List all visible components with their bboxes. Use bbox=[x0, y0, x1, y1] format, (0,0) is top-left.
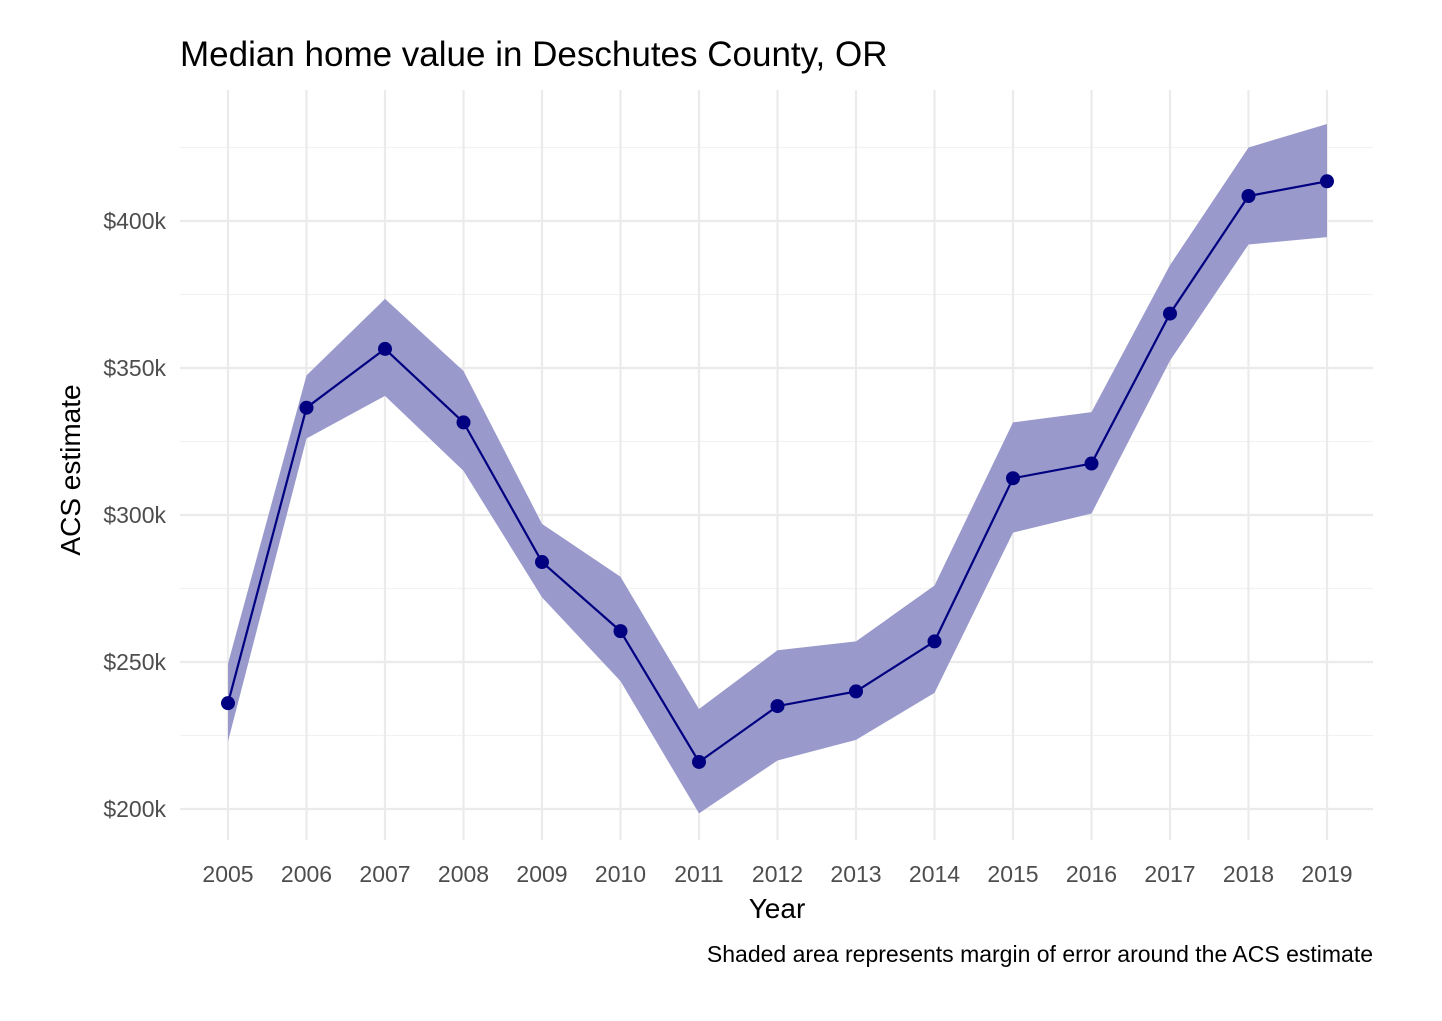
estimate-points bbox=[221, 174, 1334, 769]
x-tick-label: 2015 bbox=[987, 861, 1038, 887]
data-point bbox=[456, 415, 471, 430]
data-point bbox=[692, 754, 706, 769]
data-point bbox=[927, 634, 942, 649]
x-tick-label: 2011 bbox=[674, 861, 723, 887]
y-tick-label: $350k bbox=[103, 355, 166, 381]
x-tick-label: 2016 bbox=[1066, 861, 1117, 887]
x-tick-label: 2005 bbox=[202, 861, 253, 887]
x-tick-label: 2019 bbox=[1301, 861, 1352, 887]
x-tick-label: 2017 bbox=[1144, 861, 1195, 887]
y-tick-label: $250k bbox=[103, 649, 166, 675]
margin-of-error-band bbox=[228, 123, 1327, 814]
data-point bbox=[299, 400, 314, 415]
moe-ribbon bbox=[228, 123, 1327, 814]
data-point bbox=[1320, 174, 1334, 189]
x-tick-label: 2014 bbox=[909, 861, 960, 887]
data-point bbox=[1241, 189, 1256, 204]
chart-caption: Shaded area represents margin of error a… bbox=[707, 941, 1373, 967]
data-point bbox=[535, 555, 549, 570]
x-tick-label: 2018 bbox=[1223, 861, 1274, 887]
x-tick-label: 2006 bbox=[281, 861, 332, 887]
data-point bbox=[221, 696, 235, 711]
data-point bbox=[1084, 456, 1099, 471]
y-axis-title: ACS estimate bbox=[55, 384, 86, 555]
x-tick-label: 2013 bbox=[830, 861, 881, 887]
x-tick-label: 2009 bbox=[516, 861, 567, 887]
y-tick-label: $300k bbox=[103, 502, 166, 528]
x-axis-title: Year bbox=[749, 893, 806, 924]
y-tick-label: $200k bbox=[103, 796, 166, 822]
data-point bbox=[1163, 306, 1177, 321]
data-point bbox=[849, 684, 863, 699]
x-tick-label: 2012 bbox=[752, 861, 803, 887]
x-tick-label: 2010 bbox=[595, 861, 646, 887]
data-point bbox=[1006, 471, 1020, 486]
data-point bbox=[613, 624, 628, 639]
data-point bbox=[378, 341, 392, 356]
chart-title: Median home value in Deschutes County, O… bbox=[180, 35, 888, 74]
y-axis-ticks: $200k $250k $300k $350k $400k bbox=[103, 208, 166, 822]
x-tick-label: 2008 bbox=[438, 861, 489, 887]
x-tick-label: 2007 bbox=[359, 861, 410, 887]
y-tick-label: $400k bbox=[103, 208, 166, 234]
data-point bbox=[770, 699, 785, 714]
x-axis-ticks: 2005 2006 2007 2008 2009 2010 2011 2012 2013 2014… bbox=[202, 861, 1352, 887]
